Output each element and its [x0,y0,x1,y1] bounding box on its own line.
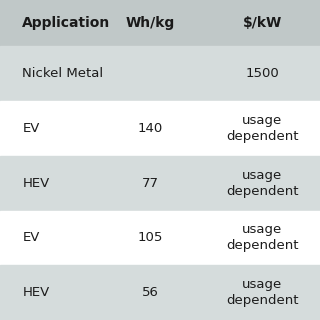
Bar [0,0,320,46]
Text: 105: 105 [138,231,163,244]
Bar [0,101,320,156]
Bar [0,156,320,211]
Text: $/kW: $/kW [243,16,282,30]
Text: usage
dependent: usage dependent [226,114,299,143]
Bar [0,46,320,101]
Text: HEV: HEV [22,177,50,190]
Text: 140: 140 [138,122,163,135]
Text: HEV: HEV [22,286,50,299]
Bar [0,265,320,320]
Text: Nickel Metal: Nickel Metal [22,67,104,80]
Text: Wh/kg: Wh/kg [126,16,175,30]
Bar [0,211,320,265]
Text: EV: EV [22,231,40,244]
Text: 77: 77 [142,177,159,190]
Text: usage
dependent: usage dependent [226,278,299,307]
Text: 1500: 1500 [245,67,279,80]
Text: EV: EV [22,122,40,135]
Text: usage
dependent: usage dependent [226,223,299,252]
Text: usage
dependent: usage dependent [226,169,299,198]
Text: 56: 56 [142,286,159,299]
Text: Application: Application [22,16,111,30]
